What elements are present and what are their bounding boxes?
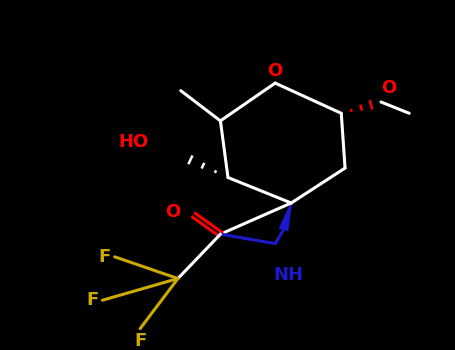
Polygon shape bbox=[279, 203, 291, 231]
Text: F: F bbox=[99, 248, 111, 266]
Text: NH: NH bbox=[273, 266, 303, 284]
Text: O: O bbox=[268, 62, 283, 80]
Text: F: F bbox=[86, 291, 99, 309]
Text: O: O bbox=[166, 203, 181, 222]
Text: O: O bbox=[381, 79, 396, 97]
Text: F: F bbox=[134, 332, 147, 350]
Text: HO: HO bbox=[118, 133, 149, 150]
